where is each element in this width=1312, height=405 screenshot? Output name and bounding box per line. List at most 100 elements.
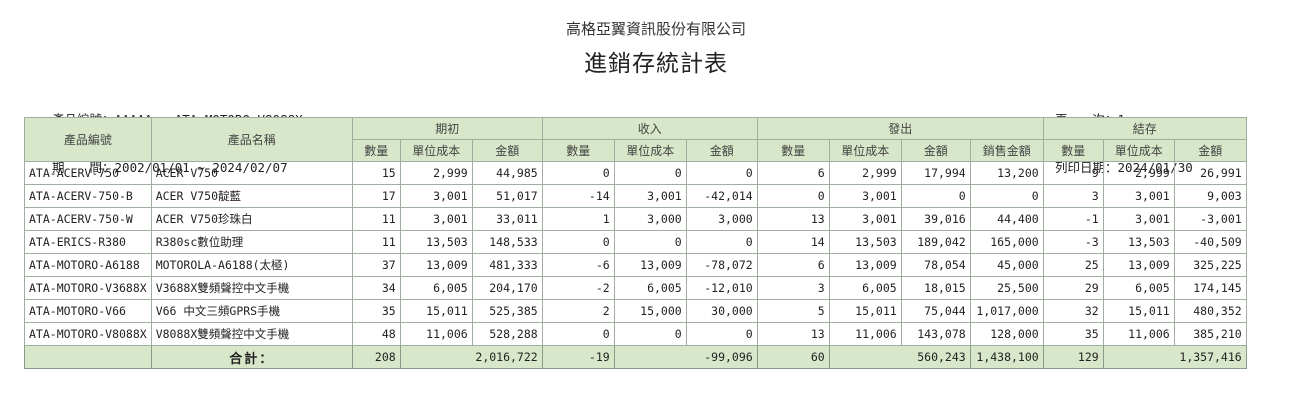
table-row: ATA-MOTORO-V3688X V3688X雙頻聲控中文手機 34 6,005 20… (24, 276, 1247, 300)
product-code-cell: ATA-ACERV-750-W (24, 207, 152, 231)
in-amount-cell: 0 (685, 230, 758, 254)
out-unit-cost-cell: 13,009 (828, 253, 902, 277)
closing-amount-cell: -40,509 (1173, 230, 1247, 254)
in-amount-cell: -42,014 (685, 184, 758, 208)
opening-qty-cell: 34 (351, 276, 401, 300)
header-out-qty: 數量 (756, 139, 830, 162)
closing-amount-cell: 9,003 (1173, 184, 1247, 208)
product-code-cell: ATA-MOTORO-V8088X (24, 322, 152, 346)
closing-unit-cost-cell: 11,006 (1102, 322, 1175, 346)
header-out-unit-cost: 單位成本 (828, 139, 902, 162)
opening-qty-cell: 17 (351, 184, 401, 208)
total-opening-amount: 2,016,722 (399, 345, 543, 369)
header-opening-unit-cost: 單位成本 (399, 139, 473, 162)
out-amount-cell: 39,016 (900, 207, 971, 231)
out-qty-cell: 13 (756, 322, 830, 346)
product-code-cell: ATA-ERICS-R380 (24, 230, 152, 254)
product-name-cell: V8088X雙頻聲控中文手機 (150, 322, 353, 346)
product-name-cell: MOTOROLA-A6188(太極) (150, 253, 353, 277)
opening-amount-cell: 528,288 (471, 322, 543, 346)
out-amount-cell: 17,994 (900, 161, 971, 185)
out-qty-cell: 13 (756, 207, 830, 231)
opening-unit-cost-cell: 3,001 (399, 207, 473, 231)
header-group-opening: 期初 (351, 117, 543, 140)
opening-unit-cost-cell: 13,503 (399, 230, 473, 254)
closing-amount-cell: 174,145 (1173, 276, 1247, 300)
out-sales-amount-cell: 165,000 (969, 230, 1044, 254)
company-name: 高格亞翼資訊股份有限公司 (565, 20, 746, 38)
out-qty-cell: 0 (756, 184, 830, 208)
closing-amount-cell: 26,991 (1173, 161, 1247, 185)
report-title: 進銷存統計表 (584, 51, 728, 77)
product-code-cell: ATA-MOTORO-A6188 (24, 253, 152, 277)
closing-amount-cell: 385,210 (1173, 322, 1247, 346)
out-qty-cell: 14 (756, 230, 830, 254)
closing-qty-cell: -3 (1042, 230, 1104, 254)
in-amount-cell: 30,000 (685, 299, 758, 323)
opening-qty-cell: 35 (351, 299, 401, 323)
in-unit-cost-cell: 0 (613, 161, 687, 185)
closing-qty-cell: -1 (1042, 207, 1104, 231)
in-qty-cell: -6 (541, 253, 615, 277)
closing-amount-cell: -3,001 (1173, 207, 1247, 231)
product-name-cell: R380sc數位助理 (150, 230, 353, 254)
closing-qty-cell: 25 (1042, 253, 1104, 277)
out-unit-cost-cell: 6,005 (828, 276, 902, 300)
closing-qty-cell: 3 (1042, 184, 1104, 208)
product-name-cell: V66 中文三頻GPRS手機 (150, 299, 353, 323)
header-in-qty: 數量 (541, 139, 615, 162)
out-unit-cost-cell: 13,503 (828, 230, 902, 254)
totals-spacer (24, 345, 152, 369)
header-out-sales-amount: 銷售金額 (969, 139, 1044, 162)
in-amount-cell: -78,072 (685, 253, 758, 277)
closing-unit-cost-cell: 13,009 (1102, 253, 1175, 277)
opening-amount-cell: 33,011 (471, 207, 543, 231)
opening-unit-cost-cell: 11,006 (399, 322, 473, 346)
opening-unit-cost-cell: 2,999 (399, 161, 473, 185)
opening-qty-cell: 11 (351, 207, 401, 231)
in-unit-cost-cell: 3,001 (613, 184, 687, 208)
out-amount-cell: 143,078 (900, 322, 971, 346)
out-sales-amount-cell: 44,400 (969, 207, 1044, 231)
closing-amount-cell: 325,225 (1173, 253, 1247, 277)
report-body: ATA-ACERV-750 ACER V750 15 2,999 44,985 0 0 0 6 2… (24, 161, 1247, 346)
opening-unit-cost-cell: 13,009 (399, 253, 473, 277)
in-amount-cell: 0 (685, 161, 758, 185)
table-row: ATA-ACERV-750 ACER V750 15 2,999 44,985 0 0 0 6 2… (24, 161, 1247, 185)
header-product-name: 產品名稱 (150, 117, 353, 162)
header-row-groups: 產品編號 產品名稱 期初 收入 發出 結存 (24, 117, 1247, 162)
inventory-report-table: 產品編號 產品名稱 期初 收入 發出 結存 數量 單位成本 金額 數量 單位成本… (24, 117, 1247, 369)
total-out-amount: 560,243 (828, 345, 971, 369)
closing-unit-cost-cell: 3,001 (1102, 184, 1175, 208)
table-row: ATA-MOTORO-V66 V66 中文三頻GPRS手機 35 15,011 525,… (24, 299, 1247, 323)
header-out-amount: 金額 (900, 139, 971, 162)
closing-unit-cost-cell: 2,999 (1102, 161, 1175, 185)
header-closing-amount: 金額 (1173, 139, 1247, 162)
totals-row: 合計： 208 2,016,722 -19 -99,096 60 560,243… (24, 345, 1247, 369)
closing-qty-cell: 32 (1042, 299, 1104, 323)
in-amount-cell: -12,010 (685, 276, 758, 300)
product-name-cell: ACER V750 (150, 161, 353, 185)
header-in-unit-cost: 單位成本 (613, 139, 687, 162)
in-unit-cost-cell: 13,009 (613, 253, 687, 277)
out-amount-cell: 75,044 (900, 299, 971, 323)
out-qty-cell: 3 (756, 276, 830, 300)
out-unit-cost-cell: 3,001 (828, 207, 902, 231)
product-name-cell: ACER V750靛藍 (150, 184, 353, 208)
product-code-cell: ATA-MOTORO-V66 (24, 299, 152, 323)
product-name-cell: ACER V750珍珠白 (150, 207, 353, 231)
header-product-code: 產品編號 (24, 117, 152, 162)
out-qty-cell: 6 (756, 253, 830, 277)
total-opening-qty: 208 (351, 345, 401, 369)
in-qty-cell: 0 (541, 161, 615, 185)
totals-label: 合計： (150, 345, 353, 369)
opening-unit-cost-cell: 6,005 (399, 276, 473, 300)
header-closing-unit-cost: 單位成本 (1102, 139, 1175, 162)
in-amount-cell: 3,000 (685, 207, 758, 231)
in-qty-cell: 0 (541, 230, 615, 254)
header-closing-qty: 數量 (1042, 139, 1104, 162)
closing-unit-cost-cell: 13,503 (1102, 230, 1175, 254)
in-unit-cost-cell: 0 (613, 322, 687, 346)
closing-qty-cell: 29 (1042, 276, 1104, 300)
opening-amount-cell: 525,385 (471, 299, 543, 323)
